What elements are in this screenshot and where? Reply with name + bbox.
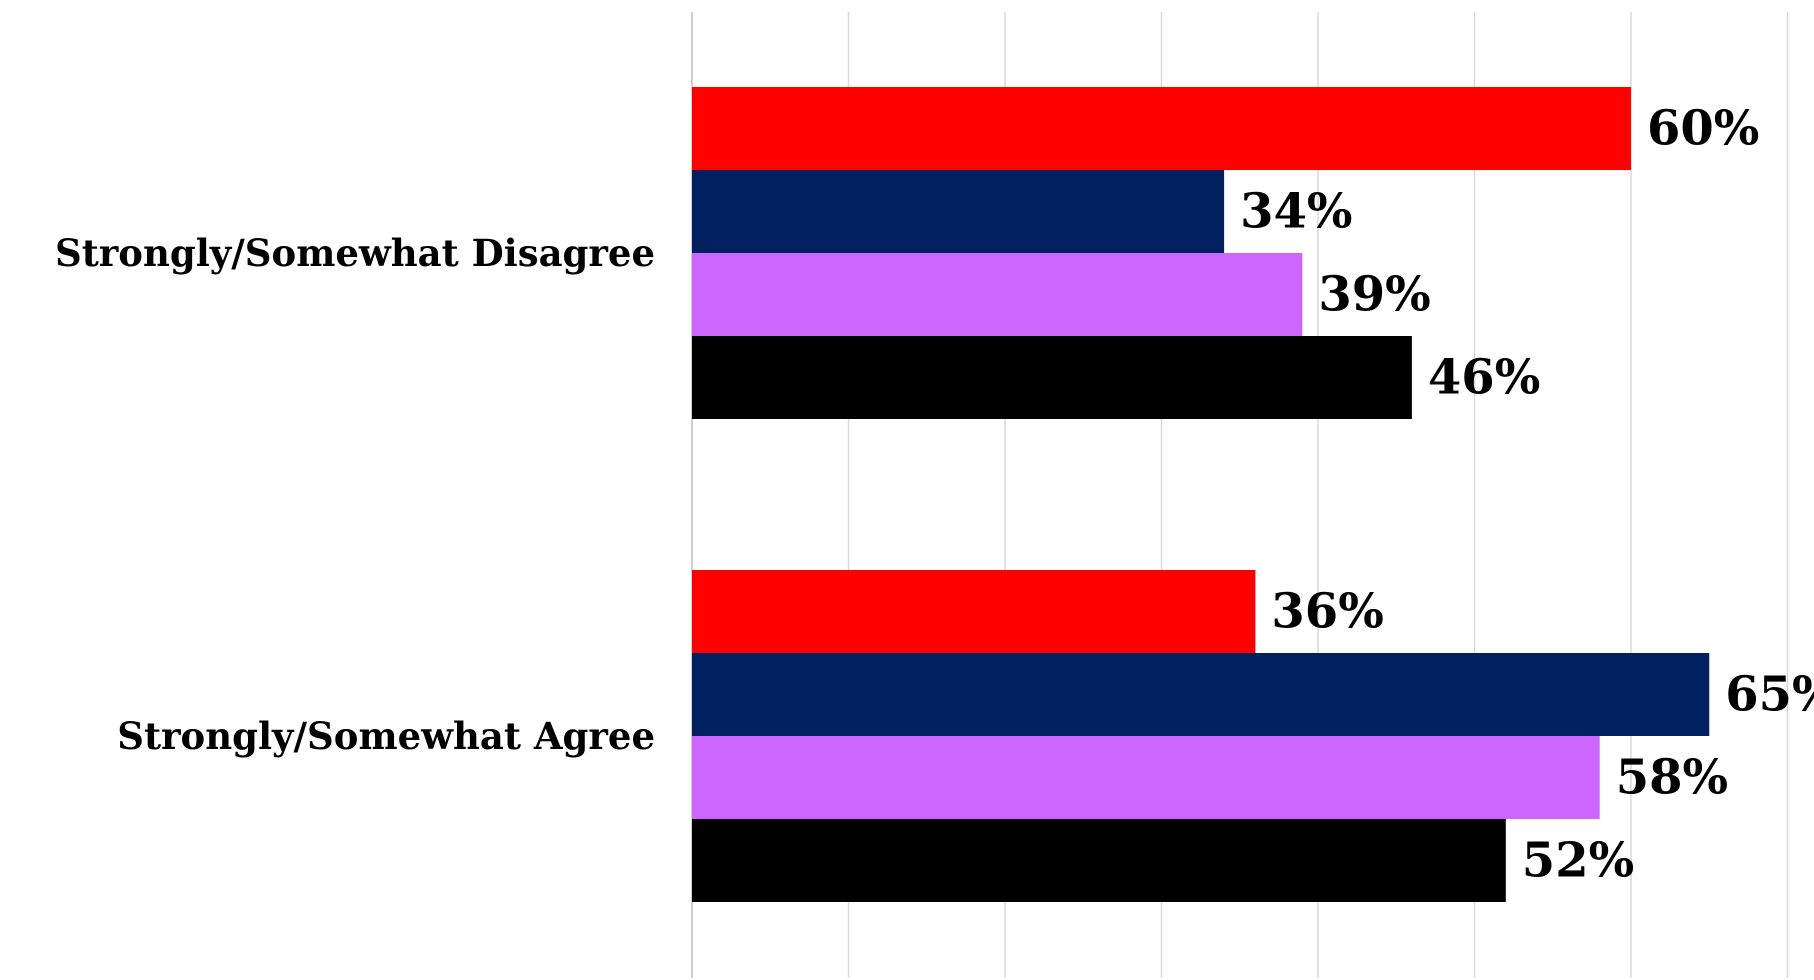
- data-labels: 60% 34% 39% 46% 36% 65% 58% 52%: [1240, 101, 1814, 889]
- category-label: Strongly/Somewhat Agree: [117, 714, 655, 758]
- data-label: 36%: [1271, 584, 1383, 640]
- bar: [692, 653, 1710, 736]
- bar: [692, 87, 1631, 170]
- data-label: 65%: [1725, 667, 1814, 723]
- bars: [692, 87, 1710, 902]
- bar: [692, 570, 1256, 653]
- bar: [692, 170, 1225, 253]
- bar: [692, 819, 1506, 902]
- data-label: 46%: [1428, 350, 1540, 406]
- bar: [692, 336, 1412, 419]
- data-label: 39%: [1318, 267, 1430, 323]
- data-label: 60%: [1647, 101, 1759, 157]
- category-labels: Strongly/Somewhat Disagree Strongly/Somew…: [55, 231, 655, 758]
- data-label: 34%: [1240, 184, 1352, 240]
- data-label: 52%: [1522, 833, 1634, 889]
- bar: [692, 253, 1303, 336]
- bar: [692, 736, 1600, 819]
- data-label: 58%: [1616, 750, 1728, 806]
- category-label: Strongly/Somewhat Disagree: [55, 231, 655, 275]
